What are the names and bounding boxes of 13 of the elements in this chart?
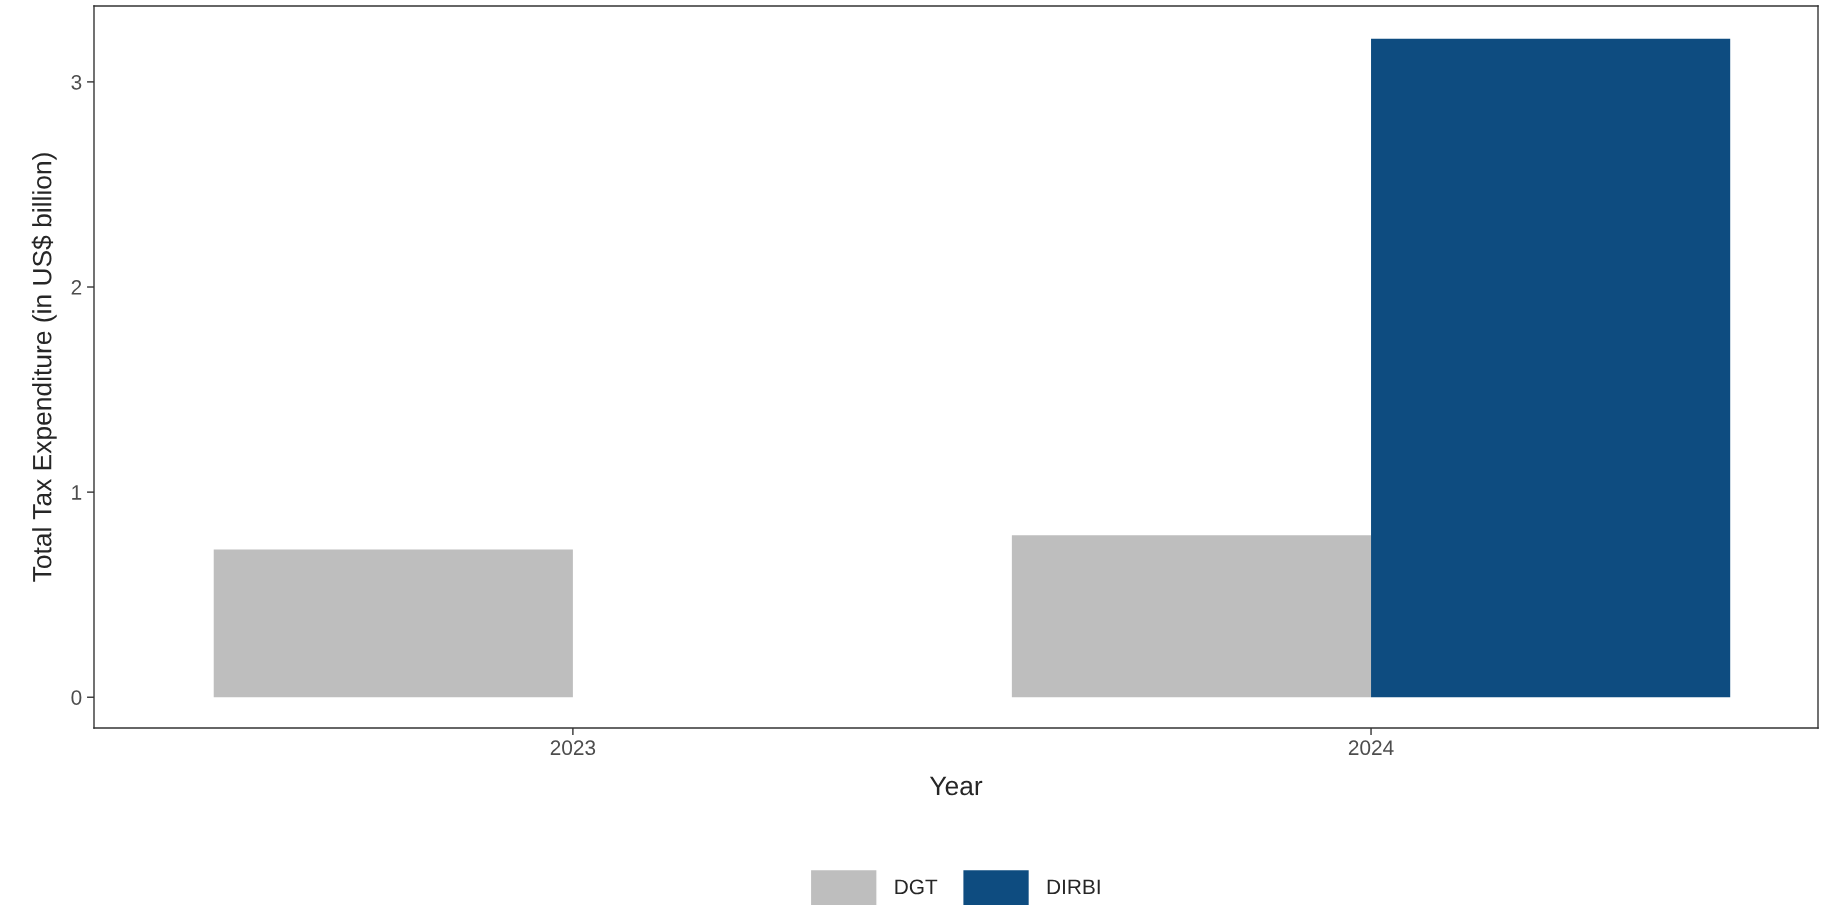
x-axis-title: Year: [929, 776, 983, 796]
y-tick-label: 3: [71, 74, 82, 90]
legend-label: DIRBI: [1047, 879, 1100, 895]
bar: [1011, 535, 1372, 698]
x-tick-label: 2023: [550, 740, 596, 756]
bar: [1371, 38, 1731, 698]
x-tick-label: 2024: [1348, 740, 1394, 756]
legend-label: DGT: [895, 879, 938, 895]
y-tick-label: 0: [71, 690, 82, 705]
y-axis-title: Total Tax Expenditure (in US$ billion): [31, 153, 57, 582]
y-tick-label: 1: [72, 485, 82, 500]
bar: [213, 549, 573, 698]
y-tick-label: 2: [71, 280, 82, 295]
